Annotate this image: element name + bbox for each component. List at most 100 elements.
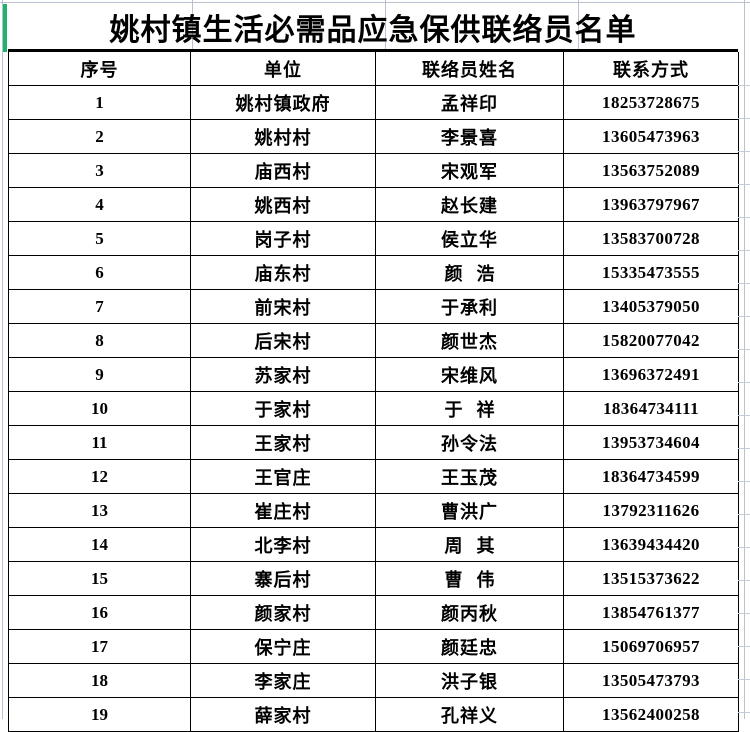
sheet-gridline-right-20 — [738, 712, 750, 713]
cell-phone: 13605473963 — [563, 119, 739, 154]
sheet-gridline-right-4 — [738, 184, 750, 185]
cell-unit: 于家村 — [190, 391, 376, 426]
cell-phone: 15820077042 — [563, 323, 739, 358]
table-header-row: 序号 单位 联络员姓名 联系方式 — [8, 52, 739, 86]
cell-index: 12 — [8, 459, 191, 494]
table-body: 1 姚村镇政府 孟祥印 18253728675 2 姚村村 李景喜 13605473963 3 庙… — [8, 85, 739, 732]
cell-unit: 姚村村 — [190, 119, 376, 154]
cell-unit: 姚村镇政府 — [190, 85, 376, 120]
table-row: 3 庙西村 宋观军 13563752089 — [8, 153, 739, 188]
cell-phone: 13953734604 — [563, 425, 739, 460]
sheet-gridline-right-8 — [738, 316, 750, 317]
cell-unit: 崔庄村 — [190, 493, 376, 528]
cell-unit: 苏家村 — [190, 357, 376, 392]
cell-index: 2 — [8, 119, 191, 154]
cell-index: 19 — [8, 697, 191, 732]
table-row: 14 北李村 周其 13639434420 — [8, 527, 739, 562]
cell-index: 3 — [8, 153, 191, 188]
sheet-gridline-right-19 — [738, 679, 750, 680]
table-row: 2 姚村村 李景喜 13605473963 — [8, 119, 739, 154]
cell-name: 侯立华 — [375, 221, 564, 256]
table-row: 11 王家村 孙令法 13953734604 — [8, 425, 739, 460]
sheet-gridline-right-6 — [738, 250, 750, 251]
column-header-name: 联络员姓名 — [375, 52, 564, 86]
cell-name: 曹伟 — [375, 561, 564, 596]
cell-index: 1 — [8, 85, 191, 120]
selection-edge-marker — [3, 4, 7, 52]
sheet-gridline-col-c — [385, 0, 386, 52]
cell-index: 10 — [8, 391, 191, 426]
cell-name: 颜丙秋 — [375, 595, 564, 630]
document-title-row: 姚村镇生活必需品应急保供联络员名单 — [8, 4, 738, 52]
sheet-gridline-right-11 — [738, 415, 750, 416]
cell-index: 8 — [8, 323, 191, 358]
cell-name: 于承利 — [375, 289, 564, 324]
table-row: 17 保宁庄 颜廷忠 15069706957 — [8, 629, 739, 664]
cell-name: 孔祥义 — [375, 697, 564, 732]
contacts-table: 序号 单位 联络员姓名 联系方式 1 姚村镇政府 孟祥印 18253728675 2 姚村… — [8, 52, 739, 732]
cell-phone: 13792311626 — [563, 493, 739, 528]
cell-name: 于祥 — [375, 391, 564, 426]
page-title: 姚村镇生活必需品应急保供联络员名单 — [109, 13, 637, 47]
cell-index: 14 — [8, 527, 191, 562]
cell-unit: 李家庄 — [190, 663, 376, 698]
sheet-gridline-right-18 — [738, 646, 750, 647]
sheet-gridline-right-1 — [738, 85, 750, 86]
sheet-gridline-right-3 — [738, 151, 750, 152]
cell-phone: 13505473793 — [563, 663, 739, 698]
cell-index: 4 — [8, 187, 191, 222]
sheet-gridline-right-14 — [738, 514, 750, 515]
cell-name: 孙令法 — [375, 425, 564, 460]
cell-unit: 颜家村 — [190, 595, 376, 630]
cell-name: 孟祥印 — [375, 85, 564, 120]
cell-phone: 13639434420 — [563, 527, 739, 562]
cell-phone: 15335473555 — [563, 255, 739, 290]
column-header-index: 序号 — [8, 52, 191, 86]
cell-unit: 岗子村 — [190, 221, 376, 256]
sheet-gridline-col-d — [578, 0, 579, 52]
sheet-gridline-right — [744, 0, 745, 719]
cell-index: 15 — [8, 561, 191, 596]
cell-index: 13 — [8, 493, 191, 528]
cell-phone: 13563752089 — [563, 153, 739, 188]
cell-index: 7 — [8, 289, 191, 324]
column-header-unit: 单位 — [190, 52, 376, 86]
sheet-gridline-right-12 — [738, 448, 750, 449]
table-row: 15 寨后村 曹伟 13515373622 — [8, 561, 739, 596]
table-row: 18 李家庄 洪子银 13505473793 — [8, 663, 739, 698]
cell-name: 颜廷忠 — [375, 629, 564, 664]
cell-unit: 庙东村 — [190, 255, 376, 290]
table-row: 10 于家村 于祥 18364734111 — [8, 391, 739, 426]
cell-unit: 北李村 — [190, 527, 376, 562]
cell-phone: 13854761377 — [563, 595, 739, 630]
sheet-gridline-col-b — [192, 0, 193, 52]
cell-unit: 保宁庄 — [190, 629, 376, 664]
table-row: 9 苏家村 宋维风 13696372491 — [8, 357, 739, 392]
sheet-gridline-top — [0, 2, 750, 3]
table-row: 13 崔庄村 曹洪广 13792311626 — [8, 493, 739, 528]
cell-unit: 姚西村 — [190, 187, 376, 222]
table-row: 16 颜家村 颜丙秋 13854761377 — [8, 595, 739, 630]
sheet-gridline-right-13 — [738, 481, 750, 482]
cell-unit: 后宋村 — [190, 323, 376, 358]
cell-phone: 13405379050 — [563, 289, 739, 324]
table-row: 4 姚西村 赵长建 13963797967 — [8, 187, 739, 222]
cell-index: 17 — [8, 629, 191, 664]
cell-unit: 薛家村 — [190, 697, 376, 732]
cell-name: 李景喜 — [375, 119, 564, 154]
table-row: 8 后宋村 颜世杰 15820077042 — [8, 323, 739, 358]
cell-index: 5 — [8, 221, 191, 256]
sheet-gridline-right-10 — [738, 382, 750, 383]
sheet-gridline-right-7 — [738, 283, 750, 284]
cell-unit: 庙西村 — [190, 153, 376, 188]
cell-unit: 王官庄 — [190, 459, 376, 494]
cell-phone: 13583700728 — [563, 221, 739, 256]
cell-phone: 13562400258 — [563, 697, 739, 732]
column-header-phone: 联系方式 — [563, 52, 739, 86]
cell-name: 赵长建 — [375, 187, 564, 222]
cell-phone: 15069706957 — [563, 629, 739, 664]
cell-index: 6 — [8, 255, 191, 290]
cell-name: 王玉茂 — [375, 459, 564, 494]
table-row: 19 薛家村 孔祥义 13562400258 — [8, 697, 739, 732]
